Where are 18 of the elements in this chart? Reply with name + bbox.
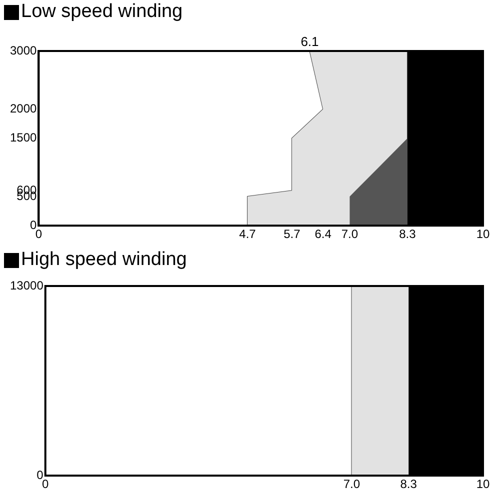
y-tick-label: 0 <box>36 468 44 482</box>
y-tick-label: 3000 <box>10 43 38 58</box>
x-tick-label: 4.7 <box>239 227 256 242</box>
x-tick-label: 8.3 <box>400 477 418 492</box>
x-tick-label: 5.7 <box>284 227 301 242</box>
chart-title: Low speed winding <box>21 0 183 24</box>
annotation: 6.1 <box>300 34 319 50</box>
y-tick-label: 2000 <box>10 102 38 116</box>
x-tick-label: 6.4 <box>314 227 332 242</box>
y-tick-label: 0 <box>30 218 38 232</box>
x-tick-label: 10 <box>476 227 490 242</box>
x-tick-label: 10 <box>476 477 490 492</box>
y-tick-label: 1500 <box>10 130 38 145</box>
x-tick-label: 8.3 <box>399 227 416 242</box>
y-tick-label: 13000 <box>10 278 44 292</box>
x-tick-label: 7.0 <box>341 227 358 242</box>
x-tick-label: 7.0 <box>343 477 360 492</box>
chart-title: High speed winding <box>21 248 187 272</box>
